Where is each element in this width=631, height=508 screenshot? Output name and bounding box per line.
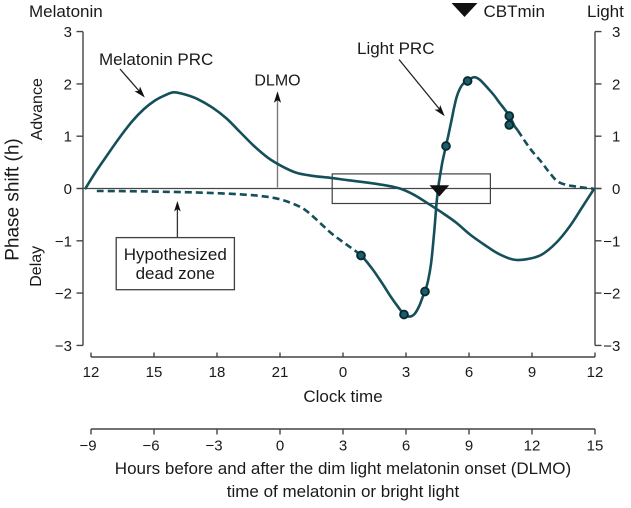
svg-text:18: 18 xyxy=(209,364,226,381)
svg-text:Phase shift (h): Phase shift (h) xyxy=(3,138,24,261)
svg-text:Advance: Advance xyxy=(29,78,46,140)
svg-text:Light: Light xyxy=(587,2,624,21)
svg-text:3: 3 xyxy=(612,24,620,41)
svg-text:−3: −3 xyxy=(205,437,222,454)
svg-text:15: 15 xyxy=(146,364,163,381)
svg-text:Clock time: Clock time xyxy=(303,387,382,406)
svg-text:21: 21 xyxy=(272,364,289,381)
svg-text:−3: −3 xyxy=(603,338,620,355)
svg-text:0: 0 xyxy=(276,437,284,454)
svg-text:Melatonin: Melatonin xyxy=(29,2,103,21)
svg-text:Light PRC: Light PRC xyxy=(357,39,434,58)
svg-text:3: 3 xyxy=(64,24,72,41)
svg-text:−1: −1 xyxy=(55,233,72,250)
svg-text:−2: −2 xyxy=(55,286,72,303)
svg-text:Delay: Delay xyxy=(28,246,45,287)
svg-text:12: 12 xyxy=(587,364,604,381)
svg-text:Melatonin PRC: Melatonin PRC xyxy=(99,50,213,69)
svg-text:1: 1 xyxy=(612,129,620,146)
svg-text:15: 15 xyxy=(587,437,604,454)
svg-text:−2: −2 xyxy=(603,286,620,303)
svg-text:3: 3 xyxy=(402,364,410,381)
svg-text:0: 0 xyxy=(339,364,347,381)
svg-text:−1: −1 xyxy=(603,233,620,250)
svg-text:12: 12 xyxy=(83,364,100,381)
svg-text:9: 9 xyxy=(465,437,473,454)
svg-text:CBTmin: CBTmin xyxy=(484,2,545,21)
svg-text:Hours before and after the dim: Hours before and after the dim light mel… xyxy=(115,459,571,478)
svg-text:−3: −3 xyxy=(55,338,72,355)
svg-text:DLMO: DLMO xyxy=(254,73,300,90)
svg-text:2: 2 xyxy=(612,76,620,93)
svg-text:2: 2 xyxy=(64,76,72,93)
svg-text:0: 0 xyxy=(612,181,620,198)
svg-text:6: 6 xyxy=(465,364,473,381)
svg-text:3: 3 xyxy=(339,437,347,454)
svg-text:0: 0 xyxy=(64,181,72,198)
svg-text:9: 9 xyxy=(528,364,536,381)
svg-text:6: 6 xyxy=(402,437,410,454)
svg-text:Hypothesized: Hypothesized xyxy=(124,245,227,264)
svg-text:dead zone: dead zone xyxy=(136,264,215,283)
svg-text:−9: −9 xyxy=(79,437,96,454)
svg-text:12: 12 xyxy=(524,437,541,454)
svg-text:time of melatonin or bright li: time of melatonin or bright light xyxy=(227,482,460,501)
svg-text:1: 1 xyxy=(64,129,72,146)
svg-text:−6: −6 xyxy=(142,437,159,454)
